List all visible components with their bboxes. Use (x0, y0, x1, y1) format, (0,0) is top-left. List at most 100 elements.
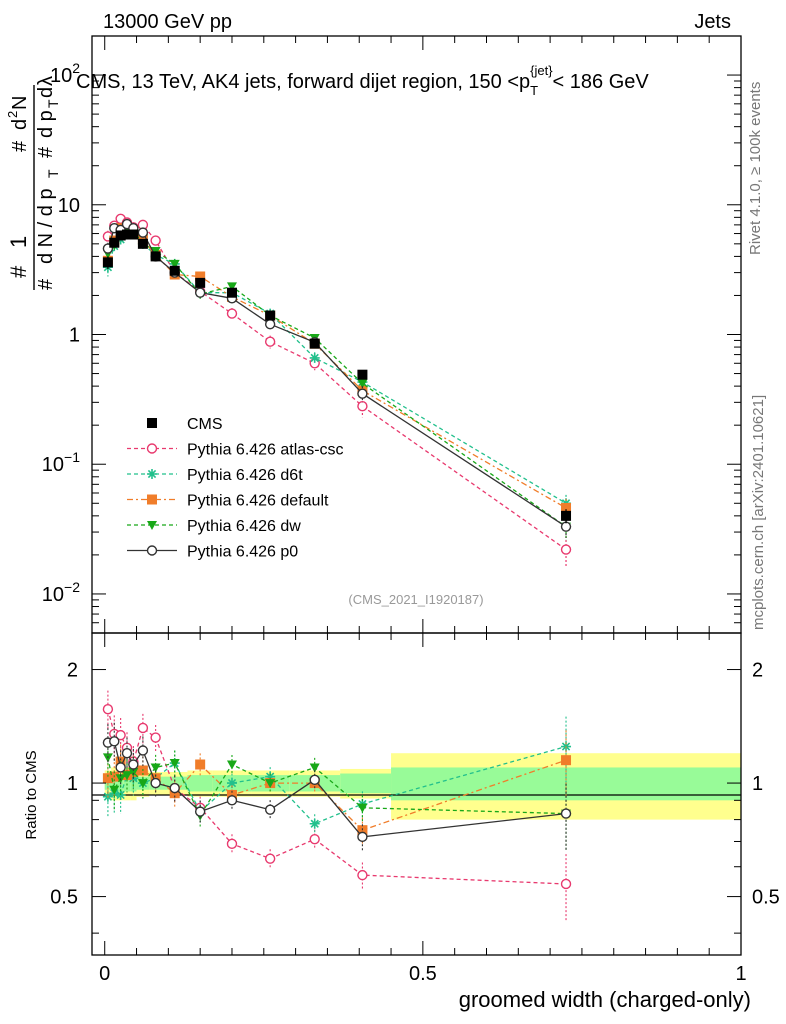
data-point (195, 271, 206, 282)
data-point (226, 287, 237, 298)
data-point (150, 235, 161, 246)
ratio-point (109, 785, 120, 795)
title-post: < 186 GeV (553, 71, 650, 93)
band-stat (340, 773, 392, 794)
ratio-point (128, 767, 139, 777)
ratio-plot-frame (91, 632, 742, 956)
y-tick-label: 102 (50, 60, 80, 87)
data-point (128, 229, 139, 240)
ratio-line (107, 757, 567, 817)
ratio-y-label: Ratio to CMS (23, 750, 40, 839)
title-pre: CMS, 13 TeV, AK4 jets, forward dijet reg… (76, 71, 530, 93)
data-point (121, 229, 132, 240)
ratio-point (128, 759, 139, 770)
legend-item: Pythia 6.426 atlas-csc (127, 442, 344, 459)
ratio-point (137, 722, 149, 734)
data-point (264, 336, 276, 347)
ratio-point (264, 853, 276, 864)
x-tick-label: 0.5 (409, 963, 437, 985)
legend-label: CMS (187, 416, 223, 433)
ratio-tick-label-right: 1 (752, 773, 763, 795)
data-point (137, 238, 148, 249)
ratio-tick-label-right: 0.5 (752, 887, 780, 909)
band-stat (123, 775, 131, 792)
ratio-point (195, 759, 206, 770)
legend-label: Pythia 6.426 atlas-csc (187, 442, 344, 459)
ratio-point (115, 729, 126, 741)
y-tick-label: 1 (69, 325, 80, 347)
rivet-label: Rivet 4.1.0, ≥ 100k events (747, 82, 764, 255)
data-point (137, 227, 149, 238)
ratio-tick-label-left: 1 (67, 773, 78, 795)
watermark: (CMS_2021_I1920187) (348, 592, 483, 607)
legend-label: Pythia 6.426 dw (187, 518, 301, 535)
svg-text:N: N (9, 96, 31, 110)
y-tick-label: 10−2 (42, 579, 80, 606)
data-point (226, 308, 238, 319)
ratio-point (137, 745, 149, 756)
ratio-point (115, 762, 126, 773)
svg-text:T: T (45, 99, 61, 108)
series-cms (102, 229, 572, 524)
ratio-point (150, 763, 161, 773)
data-point (561, 502, 572, 513)
data-point (560, 521, 572, 532)
ratio-point (226, 838, 238, 850)
band-stat (187, 775, 213, 792)
svg-text:#: # (35, 278, 57, 290)
svg-text:#: # (9, 140, 31, 152)
x-axis-label: groomed width (charged-only) (459, 987, 751, 1012)
ratio-point (357, 831, 368, 843)
legend-marker (147, 521, 157, 530)
mcplots-label: mcplots.cern.ch [arXiv:2401.10621] (750, 395, 767, 630)
data-point (560, 544, 572, 555)
svg-text:d p: d p (35, 110, 57, 138)
title-sup: {jet} (530, 63, 553, 78)
title-sub: T (530, 83, 538, 98)
ratio-point (309, 818, 320, 829)
svg-text:λ: λ (35, 76, 57, 86)
svg-text:#: # (6, 265, 31, 278)
ratio-point (264, 804, 276, 815)
legend-item: Pythia 6.426 d6t (127, 467, 303, 484)
ratio-series-pythia-6-426-p0 (102, 722, 572, 851)
ratio-point (309, 774, 320, 786)
data-point (264, 319, 276, 330)
ratio-point (226, 760, 237, 770)
legend-label: Pythia 6.426 d6t (187, 467, 303, 484)
data-point (102, 257, 113, 268)
ratio-point (357, 869, 368, 881)
header-left: 13000 GeV pp (103, 11, 232, 33)
ratio-point (265, 779, 276, 789)
ratio-point (121, 748, 133, 759)
data-point (169, 265, 180, 276)
legend-marker (147, 418, 157, 428)
data-point (357, 401, 368, 412)
ratio-point (150, 777, 161, 789)
ratio-point (561, 755, 572, 766)
ratio-point (137, 779, 148, 789)
ratio-point (169, 782, 180, 794)
data-point (561, 510, 572, 521)
ratio-point (121, 771, 132, 781)
data-point (226, 282, 237, 292)
ratio-point (357, 803, 368, 813)
data-point (309, 338, 320, 349)
legend-item: CMS (147, 416, 223, 433)
svg-text:T: T (45, 169, 61, 178)
ratio-point (309, 833, 320, 845)
legend-item: Pythia 6.426 p0 (127, 544, 298, 561)
legend-label: Pythia 6.426 p0 (187, 544, 298, 561)
ratio-point (194, 806, 206, 817)
data-point (109, 237, 120, 248)
legend: CMS Pythia 6.426 atlas-csc Pythia 6.426 d6… (127, 416, 344, 561)
data-point (195, 277, 206, 288)
data-point (309, 352, 320, 363)
data-point (169, 259, 180, 269)
ratio-point (150, 732, 161, 743)
svg-text:#: # (35, 146, 57, 158)
legend-item: Pythia 6.426 default (127, 493, 329, 510)
legend-marker (146, 545, 158, 556)
ratio-point (102, 773, 113, 784)
ratio-point (109, 736, 120, 747)
